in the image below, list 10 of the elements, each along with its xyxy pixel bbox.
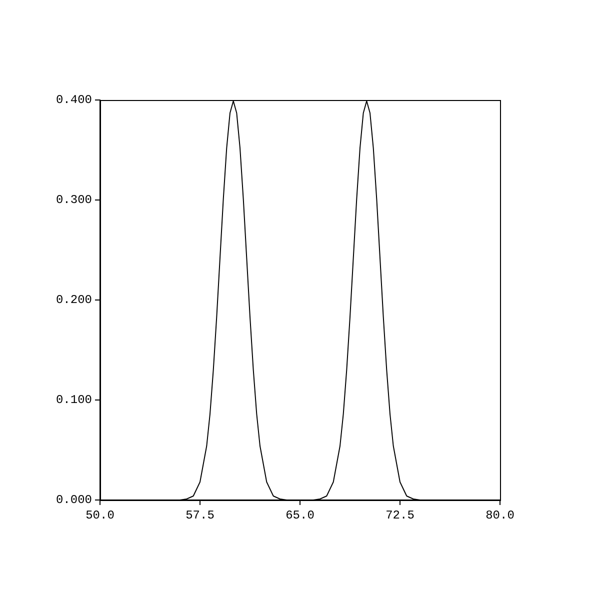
y-tick-label: 0.000 [56, 493, 92, 508]
x-tick-label: 50.0 [86, 508, 114, 522]
x-tick-label: 65.0 [286, 508, 314, 522]
y-tick-label: 0.300 [56, 193, 92, 208]
x-tick-label: 72.5 [386, 508, 414, 522]
x-tick-label: 57.5 [186, 508, 214, 522]
x-tick-label: 80.0 [486, 508, 514, 522]
y-tick-label: 0.100 [56, 393, 92, 408]
y-tick-label: 0.400 [56, 93, 92, 108]
y-tick-label: 0.200 [56, 293, 92, 308]
